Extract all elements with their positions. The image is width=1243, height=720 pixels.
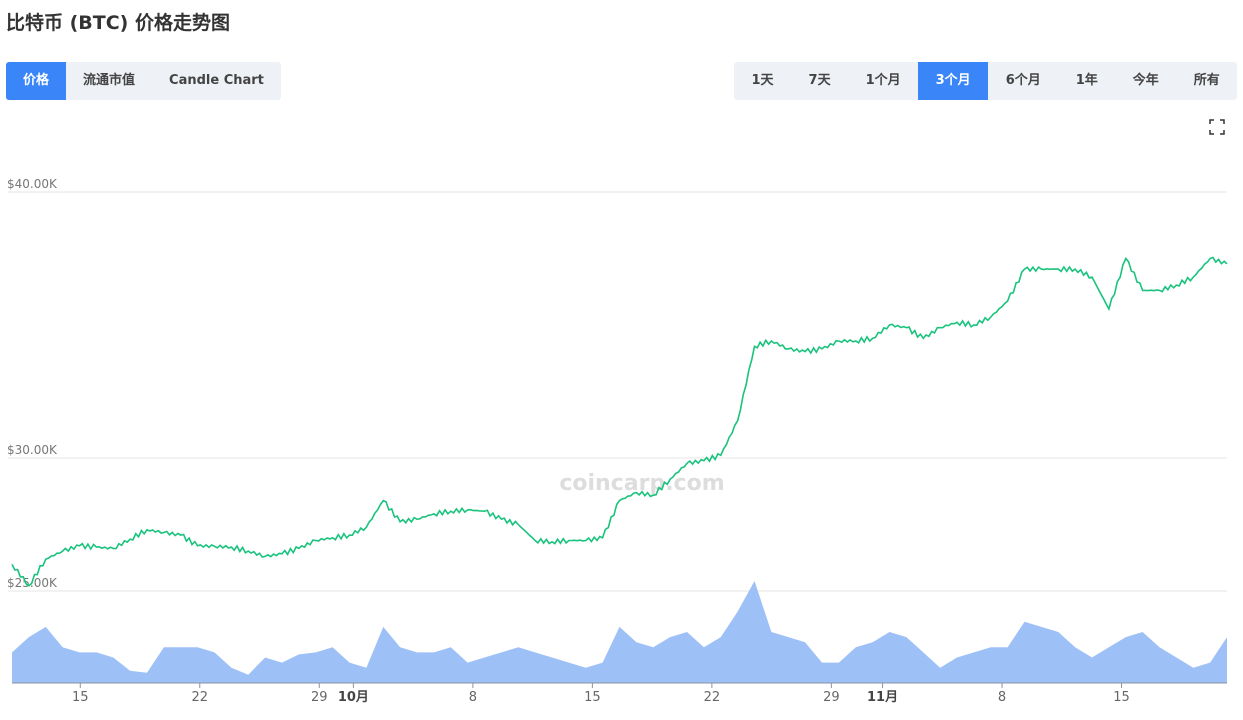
x-tick-label: 29 [311,690,328,705]
range-3m[interactable]: 3个月 [918,62,989,100]
x-tick-label: 8 [469,690,477,705]
y-tick-label: $30.00K [7,443,58,457]
fullscreen-icon[interactable] [1209,119,1225,135]
x-tick-label: 15 [72,690,89,705]
volume-area [12,581,1227,683]
range-ytd[interactable]: 今年 [1132,73,1159,88]
x-tick-label: 22 [191,690,208,705]
range-1y[interactable]: 1年 [1075,73,1098,88]
view-tabs: 价格 流通市值 Candle Chart [6,62,281,100]
page-title: 比特币 (BTC) 价格走势图 [6,12,230,34]
x-tick-label: 29 [823,690,840,705]
range-all[interactable]: 所有 [1193,73,1220,88]
x-tick-label: 15 [584,690,601,705]
range-7d[interactable]: 7天 [808,73,831,88]
range-tabs: 1天 7天 1个月 3个月 6个月 1年 今年 所有 [734,62,1238,100]
range-6m[interactable]: 6个月 [1005,73,1041,88]
x-tick-label: 15 [1113,690,1130,705]
x-tick-label: 11月 [867,690,898,705]
range-1d[interactable]: 1天 [751,73,774,88]
x-tick-label: 8 [998,690,1006,705]
price-line [11,256,1228,587]
x-tick-label: 10月 [338,690,369,705]
x-tick-label: 22 [704,690,721,705]
range-1m[interactable]: 1个月 [865,73,901,88]
tab-candle-chart[interactable]: Candle Chart [169,73,264,88]
y-tick-label: $40.00K [7,177,58,191]
tab-price[interactable]: 价格 [6,62,67,100]
tab-market-cap[interactable]: 流通市值 [83,73,136,88]
